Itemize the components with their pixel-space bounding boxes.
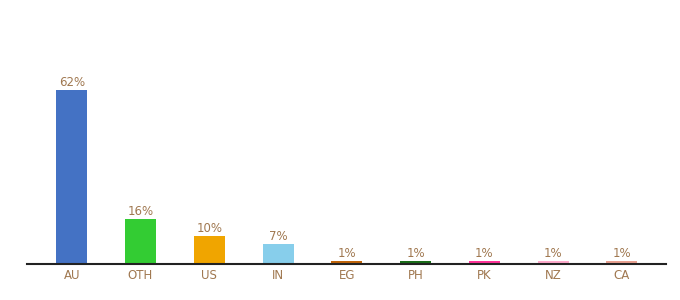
Text: 16%: 16% xyxy=(127,205,154,218)
Bar xyxy=(262,244,294,264)
Bar xyxy=(194,236,224,264)
Bar xyxy=(469,261,500,264)
Text: 62%: 62% xyxy=(58,76,85,89)
Bar xyxy=(607,261,637,264)
Bar xyxy=(125,219,156,264)
Text: 1%: 1% xyxy=(613,247,631,260)
Text: 1%: 1% xyxy=(544,247,562,260)
Bar xyxy=(400,261,431,264)
Bar xyxy=(56,90,87,264)
Text: 1%: 1% xyxy=(337,247,356,260)
Bar xyxy=(331,261,362,264)
Bar xyxy=(538,261,568,264)
Text: 1%: 1% xyxy=(475,247,494,260)
Text: 7%: 7% xyxy=(269,230,288,243)
Text: 10%: 10% xyxy=(197,222,222,235)
Text: 1%: 1% xyxy=(406,247,425,260)
